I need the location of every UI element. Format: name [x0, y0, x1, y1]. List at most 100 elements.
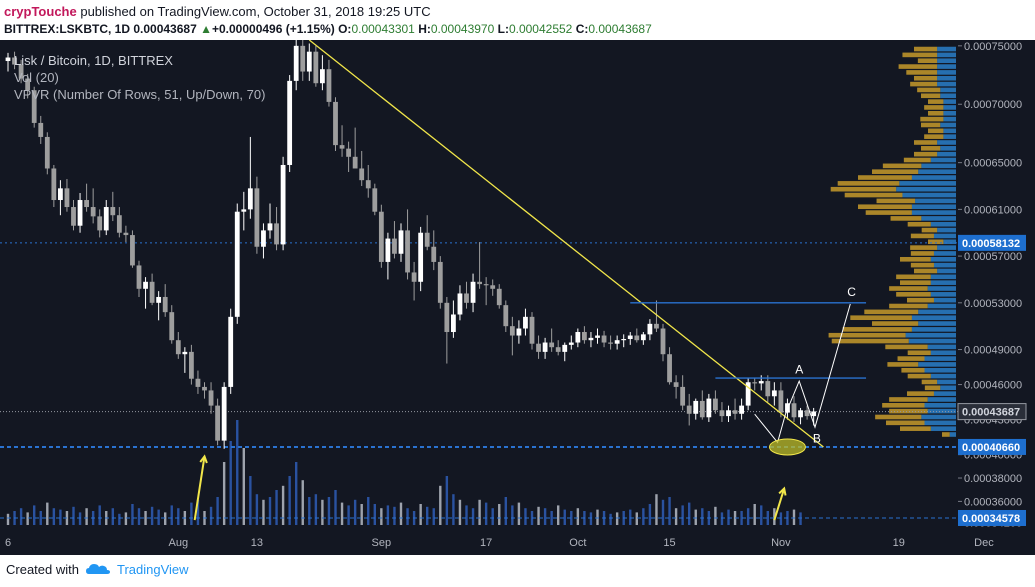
arrow-up-icon — [778, 486, 787, 496]
price-tick-label: 0.00053000 — [964, 298, 1022, 310]
candle-body — [31, 90, 37, 123]
open-label: O: — [338, 22, 352, 36]
author-name[interactable]: crypTouche — [4, 4, 77, 19]
vpvr-row-up — [842, 327, 912, 332]
volume-bar — [779, 512, 783, 525]
vpvr-row-down — [933, 233, 956, 239]
vpvr-histogram — [828, 46, 956, 437]
candle-body — [621, 339, 627, 341]
candle-body — [182, 351, 188, 355]
vpvr-row-down — [930, 221, 956, 227]
candle-body — [228, 316, 234, 387]
price-label: 0.00058132 — [962, 238, 1020, 250]
time-axis[interactable] — [0, 530, 958, 555]
vpvr-row-down — [930, 373, 956, 379]
candle-body — [346, 148, 351, 157]
candle-body — [359, 168, 365, 181]
volume-bar — [589, 512, 593, 525]
vpvr-row-down — [924, 356, 956, 361]
vpvr-row-down — [911, 175, 956, 180]
candle-body — [758, 381, 764, 384]
candle-body — [673, 382, 679, 387]
vpvr-row-down — [933, 297, 956, 303]
vpvr-row-down — [921, 216, 956, 221]
candle-body — [765, 381, 771, 397]
vpvr-row-up — [828, 332, 906, 338]
candle-body — [339, 145, 345, 149]
vpvr-row-up — [907, 391, 934, 396]
low-label: L: — [497, 22, 509, 36]
vpvr-row-up — [924, 385, 941, 391]
target-ellipse — [768, 438, 806, 456]
volume-bar — [314, 494, 318, 525]
vpvr-row-down — [927, 303, 956, 309]
price-label: 0.00034578 — [962, 513, 1020, 525]
vpvr-row-down — [918, 362, 956, 367]
vpvr-row-up — [886, 420, 925, 426]
wave-label-b: B — [813, 431, 821, 445]
vpvr-row-up — [907, 221, 931, 227]
candle-body — [719, 410, 725, 417]
volume-bar — [360, 504, 363, 525]
volume-bar — [714, 506, 717, 525]
volume-bar — [150, 506, 154, 525]
candle-body — [77, 200, 83, 226]
price-label: 0.00043687 — [962, 407, 1020, 419]
vpvr-row-up — [896, 292, 931, 297]
vpvr-row-down — [927, 408, 956, 414]
candle-body — [189, 351, 194, 379]
drawings[interactable]: A B C — [193, 40, 867, 521]
candle-body — [352, 156, 358, 169]
vpvr-row-down — [937, 64, 956, 69]
candle-body — [680, 386, 686, 406]
vpvr-row-down — [930, 280, 956, 285]
volume-bar — [386, 505, 390, 525]
arrow-shaft-1 — [773, 488, 786, 521]
vpvr-row-down — [937, 151, 956, 157]
vpvr-row-up — [858, 204, 912, 210]
volume-bar — [170, 505, 173, 525]
time-tick-label: Dec — [974, 537, 994, 549]
vpvr-row-down — [943, 128, 956, 134]
candle-body — [293, 45, 299, 81]
volume-bar — [642, 508, 645, 525]
volume-bar — [334, 490, 337, 525]
arrow-shaft-0 — [193, 456, 206, 521]
candle-body — [686, 405, 692, 414]
candle-body — [451, 314, 456, 333]
price-label-box — [957, 403, 1027, 421]
volume-bar — [46, 502, 49, 525]
symbol: BITTREX:LSKBTC, 1D — [4, 22, 130, 36]
candle-body — [149, 281, 155, 303]
volume-bar — [550, 511, 553, 525]
candle-body — [116, 215, 122, 233]
wave-label-c: C — [847, 285, 856, 299]
low-value: 0.00042552 — [508, 22, 573, 36]
axis-corner — [958, 530, 1035, 555]
chart-canvas[interactable]: A B C 0.00075000 0.00070000 0.00065000 0.0006… — [0, 40, 1035, 555]
volume-bar — [347, 505, 350, 525]
vpvr-row-down — [937, 52, 956, 58]
volume-bar — [321, 499, 324, 525]
tradingview-link[interactable]: TradingView — [116, 561, 189, 577]
price-chart[interactable]: A B C 0.00075000 0.00070000 0.00065000 0.0006… — [0, 40, 1035, 555]
volume-bar — [144, 511, 147, 525]
vpvr-row-down — [943, 99, 956, 104]
vpvr-row-down — [937, 379, 956, 385]
vpvr-row-up — [889, 408, 928, 414]
candle-body — [71, 207, 76, 226]
volume-bar — [498, 504, 501, 525]
candle-body — [195, 378, 201, 387]
volume-bar — [766, 511, 769, 525]
volume-bar — [209, 506, 213, 525]
volume-bar — [419, 504, 422, 525]
volume-bar — [216, 497, 219, 525]
candle-body — [326, 69, 332, 102]
candle-body — [477, 281, 482, 285]
vpvr-row-down — [930, 350, 956, 356]
vpvr-row-down — [940, 87, 956, 93]
vpvr-row-up — [889, 397, 928, 402]
volume-bar — [367, 497, 370, 525]
candle-body — [614, 340, 620, 344]
vpvr-row-down — [927, 397, 956, 402]
